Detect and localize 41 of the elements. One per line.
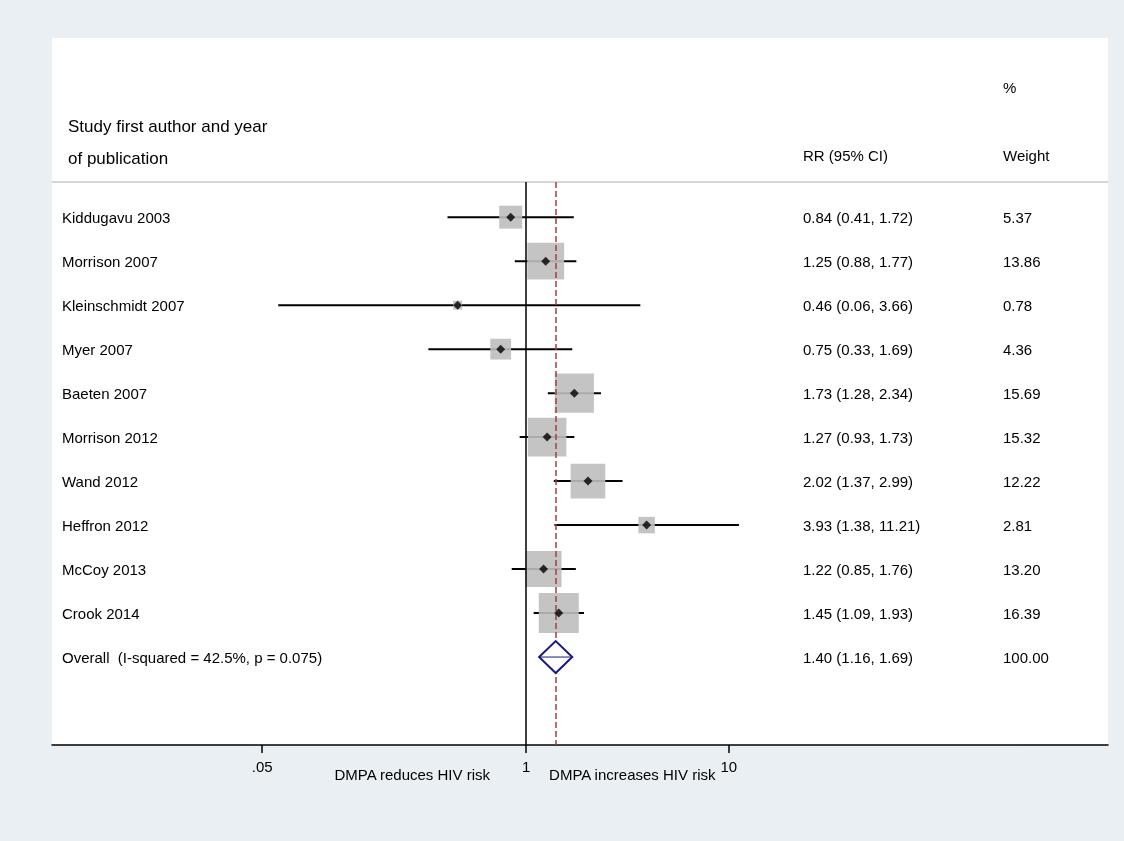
- annotation: 2.02 (1.37, 2.99): [803, 472, 914, 490]
- y-tick-label: Baeten 2007: [62, 384, 148, 402]
- annotation: 4.36: [1003, 340, 1033, 358]
- annotation: 3.93 (1.38, 11.21): [803, 516, 921, 534]
- annotation: 5.37: [1003, 208, 1033, 226]
- annotation: 100.00: [1003, 648, 1049, 666]
- text: DMPA reduces HIV risk: [334, 765, 491, 783]
- y-tick-label: Morrison 2012: [62, 428, 158, 446]
- annotation: 0.46 (0.06, 3.66): [803, 296, 914, 314]
- annotation: 1.73 (1.28, 2.34): [803, 384, 914, 402]
- y-tick-label: Heffron 2012: [62, 516, 149, 534]
- annotation: 16.39: [1003, 604, 1041, 622]
- annotation: 2.81: [1003, 516, 1033, 534]
- y-tick-label: Wand 2012: [62, 472, 139, 490]
- annotation: 0.78: [1003, 296, 1033, 314]
- y-tick-label: Morrison 2007: [62, 252, 158, 270]
- y-tick-label: Myer 2007: [62, 340, 133, 358]
- y-tick-label: Kiddugavu 2003: [62, 208, 171, 226]
- annotation: 0.75 (0.33, 1.69): [803, 340, 914, 358]
- annotation: 1.25 (0.88, 1.77): [803, 252, 914, 270]
- y-axis-title: Study first author and year of publication: [68, 116, 268, 168]
- x-tick-label: 10: [720, 758, 738, 775]
- annotation: 1.40 (1.16, 1.69): [803, 648, 914, 666]
- text: % Weight: [1003, 78, 1050, 164]
- text: RR (95% CI): [803, 146, 889, 164]
- annotation: 15.32: [1003, 428, 1041, 446]
- annotation: 15.69: [1003, 384, 1041, 402]
- y-tick-label: Crook 2014: [62, 604, 140, 622]
- y-tick-label: Kleinschmidt 2007: [62, 296, 185, 314]
- y-tick-label: Overall (I-squared = 42.5%, p = 0.075): [62, 648, 323, 666]
- annotation: 12.22: [1003, 472, 1041, 490]
- x-tick-label: .05: [251, 758, 273, 775]
- x-tick-label: 1: [521, 758, 531, 775]
- annotation: 1.27 (0.93, 1.73): [803, 428, 914, 446]
- annotation: 1.45 (1.09, 1.93): [803, 604, 914, 622]
- annotation: 13.86: [1003, 252, 1041, 270]
- text: DMPA increases HIV risk: [549, 765, 716, 783]
- annotation: 1.22 (0.85, 1.76): [803, 560, 914, 578]
- annotation: 0.84 (0.41, 1.72): [803, 208, 914, 226]
- y-tick-label: McCoy 2013: [62, 560, 147, 578]
- annotation: 13.20: [1003, 560, 1041, 578]
